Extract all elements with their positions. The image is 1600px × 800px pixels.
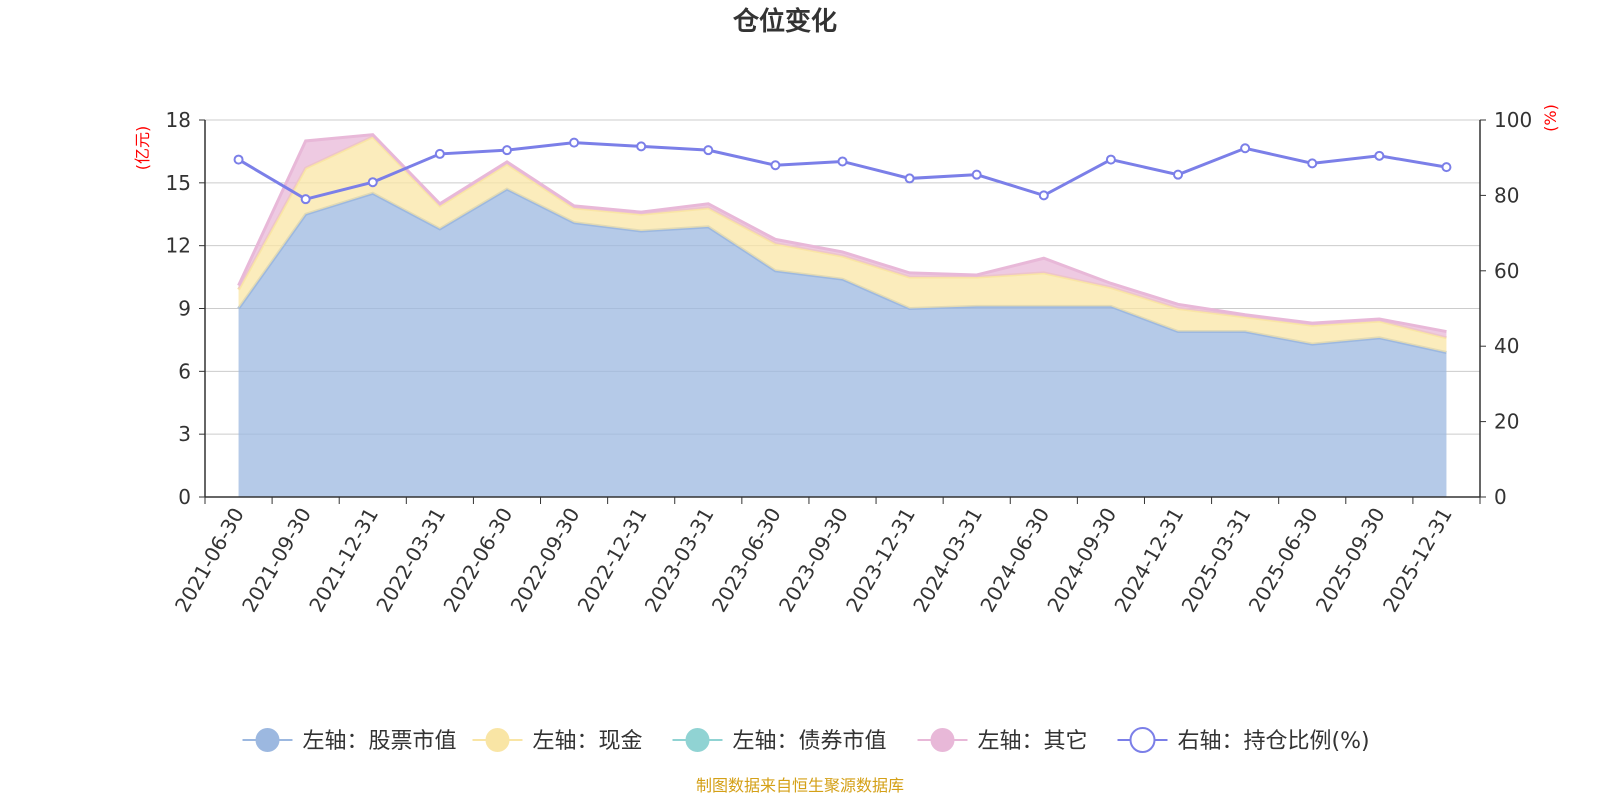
ratio-point [636, 141, 647, 152]
legend-item-2: 左轴：债券市值 [672, 728, 887, 754]
source-note: 制图数据来自恒生聚源数据库 [696, 776, 904, 795]
ratio-line-series [233, 137, 1452, 205]
ratio-point [233, 154, 244, 165]
ratio-point [971, 169, 982, 180]
x-tick-label: 2023-03-31 [640, 504, 719, 617]
ratio-point [501, 145, 512, 156]
ratio-point [300, 194, 311, 205]
legend: 左轴：股票市值 左轴：现金 左轴：债券市值 左轴：其它 右轴：持仓比例(%) [242, 727, 1370, 754]
right-tick-label: 40 [1494, 334, 1519, 358]
left-axis-unit: (亿元) [133, 126, 152, 171]
legend-marker-1 [485, 728, 510, 752]
left-tick-label: 12 [166, 234, 191, 258]
x-tick-label: 2021-06-30 [170, 504, 249, 617]
right-tick-label: 20 [1494, 410, 1519, 434]
x-tick-label: 2022-12-31 [573, 504, 652, 617]
right-axis-unit: (%) [1541, 104, 1560, 132]
stacked-areas [237, 133, 1447, 497]
left-tick-label: 0 [178, 485, 191, 509]
legend-label-1: 左轴：现金 [533, 729, 643, 754]
x-tick-label: 2022-03-31 [371, 504, 450, 617]
legend-label-2: 左轴：债券市值 [733, 729, 887, 754]
chart-title: 仓位变化 [732, 6, 837, 37]
legend-marker-4 [1129, 727, 1156, 753]
x-tick-label: 2025-06-30 [1244, 504, 1323, 617]
x-tick-label: 2023-09-30 [774, 504, 853, 617]
legend-marker-2 [685, 728, 710, 752]
ratio-point [1307, 158, 1318, 169]
ratio-point [837, 156, 848, 167]
legend-item-0: 左轴：股票市值 [242, 728, 457, 754]
ratio-point [770, 160, 781, 171]
left-tick-label: 9 [178, 297, 191, 321]
ratio-point [1038, 190, 1049, 201]
x-tick-label: 2021-09-30 [237, 504, 316, 617]
left-tick-label: 6 [178, 359, 191, 383]
legend-label-4: 右轴：持仓比例(%) [1178, 729, 1370, 754]
x-tick-label: 2022-06-30 [438, 504, 517, 617]
area-edge-3 [237, 133, 1447, 334]
ratio-point [1240, 143, 1251, 154]
ratio-point [434, 148, 445, 159]
legend-marker-3 [930, 728, 955, 752]
legend-marker-0 [255, 728, 280, 752]
ratio-point [703, 145, 714, 156]
x-tick-label: 2025-09-30 [1311, 504, 1390, 617]
legend-item-3: 左轴：其它 [917, 728, 1088, 754]
right-tick-label: 100 [1494, 108, 1532, 132]
legend-label-0: 左轴：股票市值 [303, 729, 457, 754]
right-tick-label: 0 [1494, 485, 1507, 509]
ratio-point [367, 177, 378, 188]
x-tick-label: 2025-03-31 [1177, 504, 1256, 617]
x-tick-label: 2025-12-31 [1378, 504, 1457, 617]
left-tick-label: 15 [166, 171, 191, 195]
x-tick-label: 2023-06-30 [707, 504, 786, 617]
x-tick-label: 2021-12-31 [304, 504, 383, 617]
area-edge-1 [237, 134, 1447, 340]
left-tick-label: 18 [166, 108, 191, 132]
area-series-0 [238, 189, 1447, 497]
x-tick-label: 2024-03-31 [908, 503, 987, 616]
left-tick-label: 3 [178, 422, 191, 446]
legend-item-4: 右轴：持仓比例(%) [1117, 727, 1370, 754]
area-edge-0 [237, 187, 1447, 354]
ratio-point [1441, 162, 1452, 173]
x-tick-label: 2024-12-31 [1109, 504, 1188, 617]
legend-label-3: 左轴：其它 [978, 729, 1088, 754]
right-tick-label: 60 [1494, 259, 1519, 283]
x-tick-label: 2024-09-30 [1042, 504, 1121, 617]
x-tick-label: 2022-09-30 [506, 504, 585, 617]
ratio-point [1173, 169, 1184, 180]
legend-item-1: 左轴：现金 [472, 728, 643, 754]
x-tick-label: 2023-12-31 [841, 503, 920, 616]
ratio-point [904, 173, 915, 184]
ratio-point [569, 137, 580, 148]
ratio-point [1374, 150, 1385, 161]
x-tick-label: 2024-06-30 [975, 504, 1054, 617]
right-tick-label: 80 [1494, 183, 1519, 207]
ratio-point [1105, 154, 1116, 165]
